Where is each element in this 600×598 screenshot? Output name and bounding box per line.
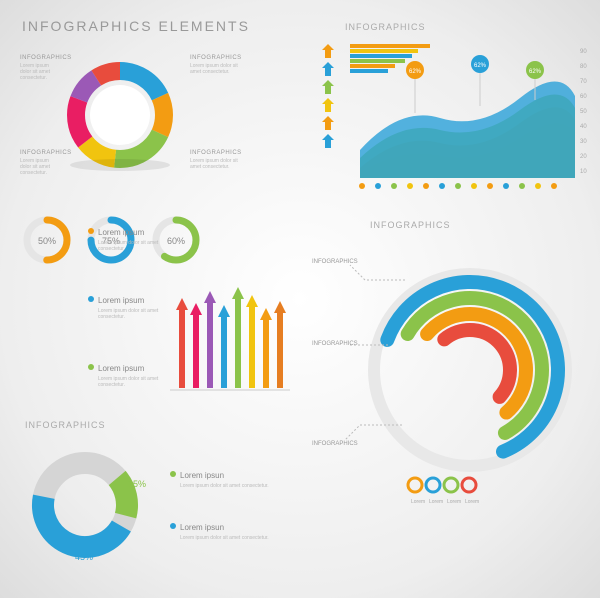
svg-text:50: 50 xyxy=(580,109,587,115)
svg-text:60: 60 xyxy=(580,94,587,100)
svg-text:40: 40 xyxy=(580,124,587,130)
svg-text:50%: 50% xyxy=(38,236,56,246)
svg-text:Lorem: Lorem xyxy=(411,499,425,505)
donut-callout-4: INFOGRAPHICS xyxy=(190,150,242,156)
donut-callout-1: INFOGRAPHICS xyxy=(20,55,72,61)
area-chart: 90 80 70 60 50 40 30 20 10 62% 62% 62% xyxy=(300,38,590,198)
donut-callout-2: INFOGRAPHICS xyxy=(190,55,242,61)
svg-text:INFOGRAPHICS: INFOGRAPHICS xyxy=(312,259,358,265)
pie2-legend: Lorem ipsunLorem ipsum dolor sit amet co… xyxy=(170,465,270,541)
donut-callout-1-sub: Lorem ipsum dolor sit amet consectetur. xyxy=(20,63,60,81)
svg-text:62%: 62% xyxy=(409,69,422,75)
donut-callout-4-sub: Lorem ipsum dolor sit amet consectetur. xyxy=(190,158,245,170)
svg-text:Lorem: Lorem xyxy=(447,499,461,505)
svg-text:15%: 15% xyxy=(128,479,146,489)
donut-callout-3-sub: Lorem ipsum dolor sit amet consectetur. xyxy=(20,158,60,176)
donut-callout-3: INFOGRAPHICS xyxy=(20,150,72,156)
svg-text:45%: 45% xyxy=(75,552,93,562)
svg-text:INFOGRAPHICS: INFOGRAPHICS xyxy=(312,341,358,347)
svg-text:20: 20 xyxy=(580,154,587,160)
svg-text:80: 80 xyxy=(580,64,587,70)
svg-text:Lorem: Lorem xyxy=(465,499,479,505)
svg-text:Lorem: Lorem xyxy=(429,499,443,505)
arc-chart: INFOGRAPHICS INFOGRAPHICS INFOGRAPHICS L… xyxy=(310,245,590,505)
donut-callout-2-sub: Lorem ipsum dolor sit amet consectetur. xyxy=(190,63,245,75)
area-title: INFOGRAPHICS xyxy=(345,22,426,32)
tall-arrows xyxy=(170,225,290,395)
arc-title: INFOGRAPHICS xyxy=(370,220,451,230)
pie2-title: INFOGRAPHICS xyxy=(25,420,106,430)
svg-text:62%: 62% xyxy=(474,63,487,69)
svg-text:10: 10 xyxy=(580,169,587,175)
pie2-chart: 15% 45% xyxy=(25,440,165,570)
svg-text:90: 90 xyxy=(580,49,587,55)
gauge-legend: Lorem ipsumLorem ipsum dolor sit amet co… xyxy=(88,222,168,388)
svg-text:INFOGRAPHICS: INFOGRAPHICS xyxy=(312,441,358,447)
svg-text:70: 70 xyxy=(580,79,587,85)
svg-text:62%: 62% xyxy=(529,69,542,75)
page-title: INFOGRAPHICS ELEMENTS xyxy=(22,18,250,34)
svg-text:30: 30 xyxy=(580,139,587,145)
donut-chart xyxy=(55,50,185,180)
